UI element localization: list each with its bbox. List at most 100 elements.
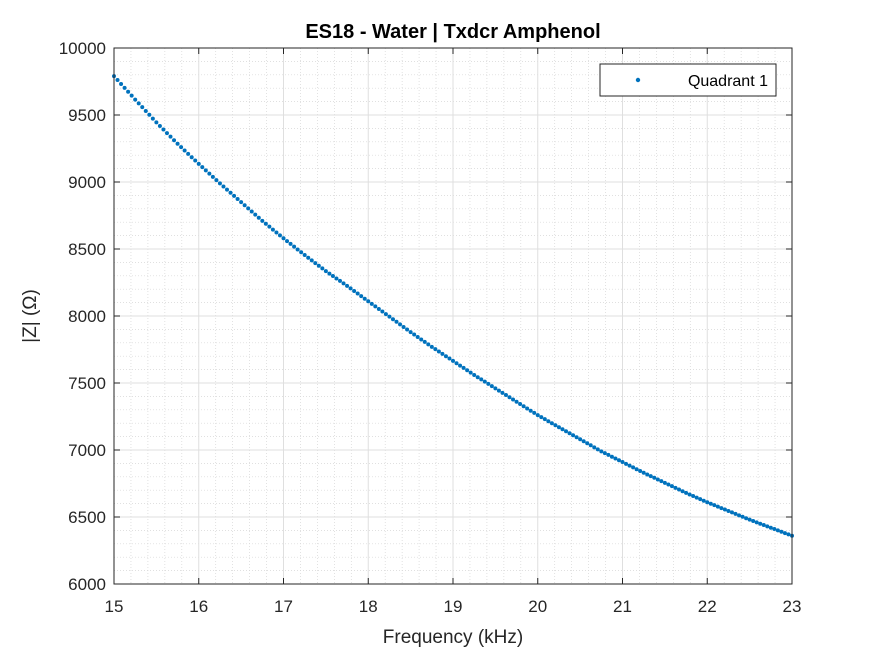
data-point — [451, 358, 455, 363]
data-point — [390, 317, 395, 322]
data-point — [380, 309, 385, 314]
axis-ticks — [113, 47, 793, 585]
data-point — [129, 93, 134, 98]
data-point — [666, 482, 671, 487]
data-point — [641, 470, 646, 475]
data-point — [503, 393, 508, 398]
data-point — [164, 131, 169, 136]
data-point — [578, 437, 583, 442]
data-point — [740, 514, 745, 519]
data-point — [281, 236, 286, 241]
data-point — [330, 274, 335, 279]
data-point — [468, 370, 473, 375]
data-point — [659, 479, 664, 484]
data-point — [256, 215, 261, 220]
data-point — [751, 519, 756, 524]
data-point — [200, 165, 205, 170]
data-point — [708, 501, 713, 506]
data-point — [338, 278, 342, 283]
data-point — [458, 363, 463, 368]
data-point — [292, 244, 297, 249]
data-point — [634, 467, 639, 472]
data-point — [715, 504, 720, 509]
data-point — [398, 322, 403, 327]
data-point — [542, 417, 547, 422]
data-point — [436, 349, 441, 354]
data-point — [221, 184, 226, 189]
data-point — [655, 477, 660, 482]
data-point — [687, 492, 692, 497]
data-point — [588, 443, 593, 448]
data-point — [574, 435, 579, 440]
y-tick-label: 7500 — [68, 374, 106, 393]
x-tick-label: 19 — [444, 597, 463, 616]
data-point — [309, 258, 314, 263]
data-point — [592, 445, 597, 450]
data-point — [412, 332, 417, 337]
data-point — [549, 421, 554, 426]
data-point — [352, 288, 357, 293]
data-point — [228, 190, 233, 195]
y-axis-label: |Z| (Ω) — [20, 289, 41, 343]
x-tick-label: 16 — [189, 597, 208, 616]
data-point — [761, 523, 766, 528]
data-point — [239, 200, 244, 205]
data-point — [705, 500, 710, 505]
data-point — [193, 158, 198, 163]
data-point — [362, 296, 367, 301]
data-point — [285, 239, 290, 244]
data-point — [669, 484, 674, 489]
data-point — [168, 134, 173, 139]
data-point — [511, 397, 516, 402]
data-point — [754, 520, 759, 525]
data-point — [560, 427, 565, 432]
data-point — [677, 487, 681, 492]
data-point — [620, 460, 625, 465]
data-point — [387, 314, 392, 319]
data-point — [341, 281, 346, 286]
data-point — [775, 528, 780, 533]
data-point — [419, 337, 424, 342]
data-point — [274, 230, 279, 235]
y-tick-label: 7000 — [68, 441, 106, 460]
data-point — [394, 319, 399, 324]
data-point — [376, 306, 381, 311]
data-point — [182, 148, 187, 153]
x-tick-label: 22 — [698, 597, 717, 616]
data-point — [316, 263, 321, 268]
legend-marker-quadrant-1 — [635, 77, 641, 83]
data-point — [553, 423, 558, 428]
data-point — [472, 372, 477, 377]
data-point — [454, 361, 459, 366]
data-point — [747, 517, 752, 522]
data-point — [609, 454, 614, 459]
y-tick-label: 9000 — [68, 173, 106, 192]
data-point — [150, 116, 155, 121]
data-point — [232, 193, 237, 198]
data-point — [514, 399, 519, 404]
data-point — [313, 261, 318, 266]
data-point — [648, 474, 653, 479]
data-point — [691, 494, 696, 499]
series-quadrant-1 — [112, 74, 794, 538]
data-point — [175, 141, 180, 146]
data-point — [744, 516, 749, 521]
chart-title: ES18 - Water | Txdcr Amphenol — [305, 21, 600, 43]
data-point — [172, 138, 177, 143]
data-point — [624, 461, 629, 466]
data-point — [500, 390, 505, 395]
data-point — [373, 304, 378, 309]
data-point — [263, 221, 268, 226]
y-tick-label: 8500 — [68, 240, 106, 259]
data-point — [782, 531, 787, 536]
data-point — [348, 286, 353, 291]
data-point — [726, 508, 731, 513]
data-point — [136, 101, 141, 106]
data-point — [415, 334, 420, 339]
data-point — [571, 433, 576, 438]
data-point — [366, 299, 371, 304]
y-tick-label: 9500 — [68, 106, 106, 125]
data-point — [119, 81, 124, 86]
data-point — [334, 276, 339, 281]
data-point — [122, 85, 127, 90]
